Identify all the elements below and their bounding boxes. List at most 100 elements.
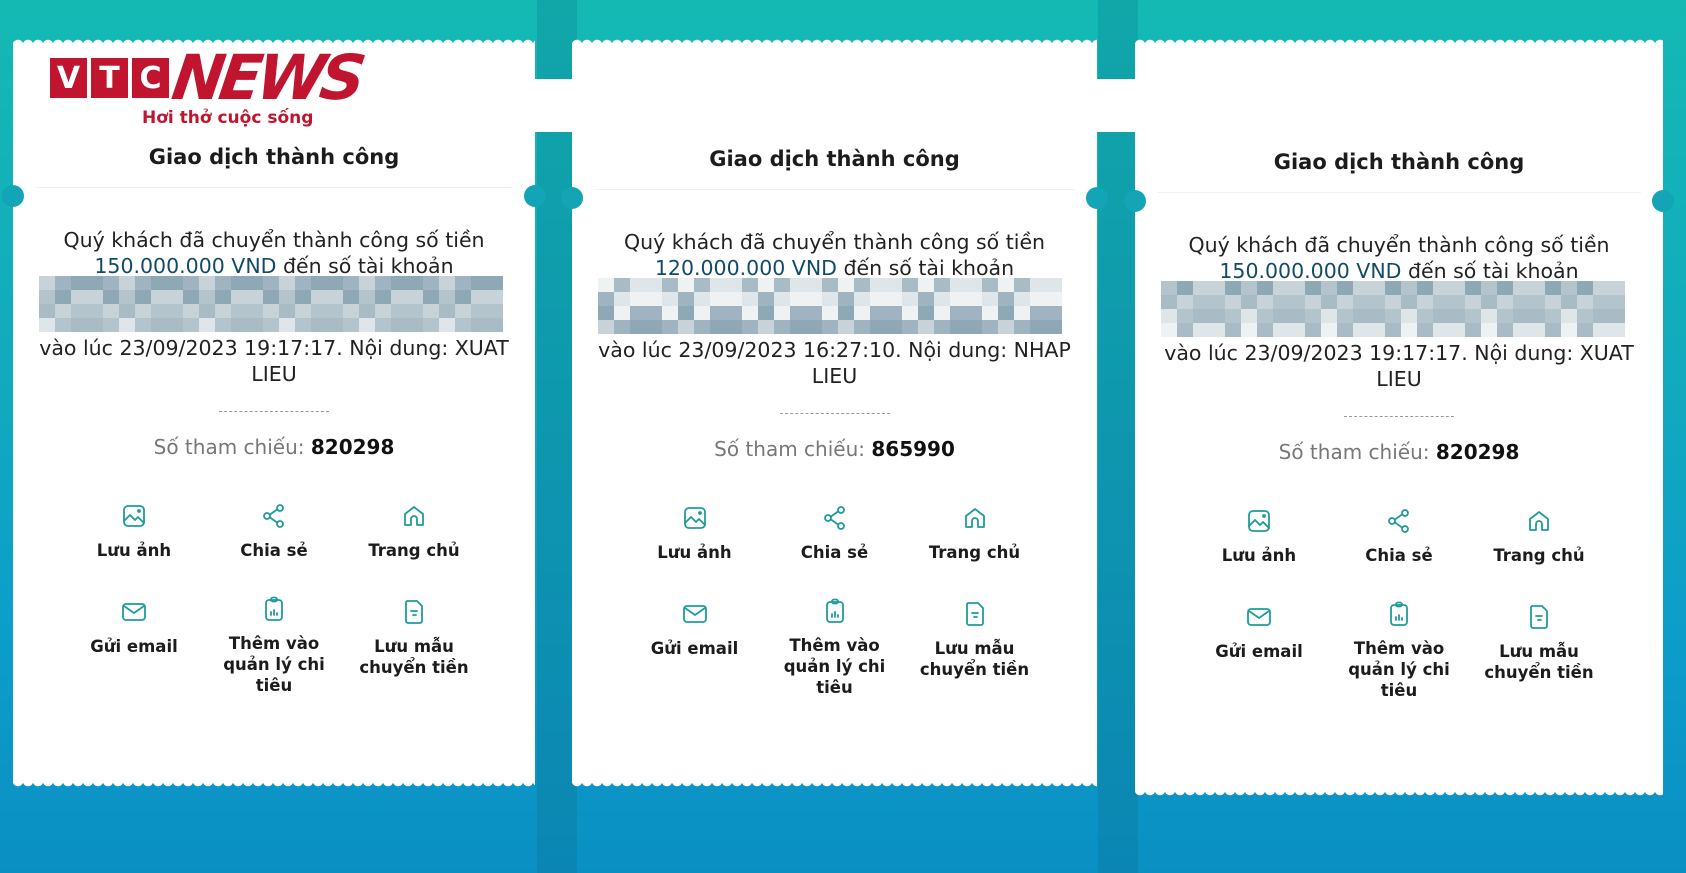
logo-letter: T <box>91 58 128 98</box>
image-icon <box>683 507 706 529</box>
reference-value: 820298 <box>1435 440 1520 464</box>
action-label: Chia sẻ <box>800 543 869 562</box>
action-home-button[interactable]: Trang chủ <box>1469 507 1609 566</box>
action-label: Thêm vào quản lý chi tiêu <box>1348 639 1450 700</box>
document-icon <box>965 602 984 626</box>
receipt-card: Giao dịch thành công Quý khách đã chuyển… <box>2 37 546 789</box>
mail-icon <box>682 605 707 623</box>
action-image-button[interactable]: Lưu ảnh <box>1189 507 1329 566</box>
action-image-button[interactable]: Lưu ảnh <box>64 502 204 561</box>
action-label: Lưu ảnh <box>96 541 172 560</box>
message-line: vào lúc 23/09/2023 16:27:10. Nội dung: N… <box>598 338 1071 362</box>
reference-value: 865990 <box>871 437 955 461</box>
share-icon <box>823 506 845 530</box>
action-image-button[interactable]: Lưu ảnh <box>625 504 765 563</box>
action-mail-button[interactable]: Gửi email <box>625 600 765 659</box>
background-strip <box>537 0 577 873</box>
action-label: Lưu mẫu chuyển tiền <box>359 637 469 677</box>
action-clipboard-chart-button[interactable]: Thêm vào quản lý chi tiêu <box>765 597 905 698</box>
logo-word: NEWS <box>167 41 366 114</box>
logo-tagline: Hơi thở cuộc sống <box>142 108 314 128</box>
action-label: Trang chủ <box>928 543 1021 562</box>
clipboard-chart-icon <box>825 598 844 623</box>
dotted-divider <box>779 413 890 414</box>
dotted-divider <box>1344 416 1454 417</box>
action-label: Lưu ảnh <box>657 543 732 562</box>
reference-number: Số tham chiếu: 820298 <box>1135 440 1663 464</box>
reference-value: 820298 <box>310 435 395 459</box>
page-title: Giao dịch thành công <box>1273 150 1525 174</box>
action-share-button[interactable]: Chia sẻ <box>765 504 905 563</box>
document-icon <box>405 600 423 624</box>
clipboard-chart-icon <box>265 596 283 621</box>
ticket-notch <box>2 185 24 207</box>
transfer-amount: 120.000.000 VND <box>654 256 837 280</box>
divider <box>594 189 1075 190</box>
action-document-button[interactable]: Lưu mẫu chuyển tiền <box>344 598 484 678</box>
home-icon <box>404 506 424 526</box>
redacted-account <box>598 278 1071 334</box>
message-line: LIEU <box>1376 367 1422 391</box>
action-label: Gửi email <box>1215 642 1303 661</box>
clipboard-chart-icon <box>1390 601 1408 626</box>
action-share-button[interactable]: Chia sẻ <box>1329 507 1469 566</box>
message-line: LIEU <box>811 364 858 388</box>
ticket-notch <box>561 187 583 209</box>
transfer-amount: 150.000.000 VND <box>94 254 277 278</box>
redacted-account <box>39 276 509 332</box>
action-label: Lưu mẫu chuyển tiền <box>919 639 1030 679</box>
action-label: Trang chủ <box>1493 546 1585 565</box>
background-strip <box>1098 0 1138 873</box>
action-document-button[interactable]: Lưu mẫu chuyển tiền <box>1469 603 1609 683</box>
action-label: Lưu ảnh <box>1221 546 1297 565</box>
image-icon <box>123 505 145 527</box>
action-share-button[interactable]: Chia sẻ <box>204 502 344 561</box>
home-icon <box>1529 511 1549 531</box>
reference-label: Số tham chiếu: <box>1278 440 1436 464</box>
redacted-account <box>1161 281 1637 337</box>
transfer-details: vào lúc 23/09/2023 19:17:17. Nội dung: X… <box>1155 340 1643 392</box>
divider <box>1157 192 1641 193</box>
action-document-button[interactable]: Lưu mẫu chuyển tiền <box>905 600 1045 680</box>
reference-number: Số tham chiếu: 865990 <box>572 437 1097 461</box>
transfer-message: Quý khách đã chuyển thành công số tiền 1… <box>592 229 1077 281</box>
divider <box>35 187 513 188</box>
mail-icon <box>122 603 146 621</box>
mail-icon <box>1247 608 1271 626</box>
transfer-amount: 150.000.000 VND <box>1219 259 1402 283</box>
action-clipboard-chart-button[interactable]: Thêm vào quản lý chi tiêu <box>204 595 344 696</box>
ticket-notch <box>524 185 546 207</box>
vtc-news-logo: V T C NEWS Hơi thở cuộc sống <box>50 41 365 128</box>
document-icon <box>1530 605 1548 629</box>
reference-number: Số tham chiếu: 820298 <box>13 435 535 459</box>
action-home-button[interactable]: Trang chủ <box>344 502 484 561</box>
message-line: vào lúc 23/09/2023 19:17:17. Nội dung: X… <box>1164 341 1634 365</box>
message-line: Quý khách đã chuyển thành công số tiền <box>623 230 1046 254</box>
reference-label: Số tham chiếu: <box>153 435 311 459</box>
ticket-notch <box>1652 190 1674 212</box>
dotted-divider <box>219 411 329 412</box>
transfer-details: vào lúc 23/09/2023 19:17:17. Nội dung: X… <box>33 335 515 387</box>
action-home-button[interactable]: Trang chủ <box>905 504 1045 563</box>
page-title: Giao dịch thành công <box>709 147 960 171</box>
ticket-notch <box>1124 190 1146 212</box>
action-label: Gửi email <box>90 637 178 656</box>
message-line: đến số tài khoản <box>836 256 1015 280</box>
action-label: Thêm vào quản lý chi tiêu <box>223 634 325 695</box>
page-title: Giao dịch thành công <box>148 145 400 169</box>
message-line: đến số tài khoản <box>276 254 454 278</box>
action-label: Gửi email <box>650 639 739 658</box>
receipt-card: Giao dịch thành công Quý khách đã chuyển… <box>561 37 1108 789</box>
action-mail-button[interactable]: Gửi email <box>1189 603 1329 662</box>
action-label: Lưu mẫu chuyển tiền <box>1484 642 1594 682</box>
logo-letter: C <box>132 58 169 98</box>
action-label: Thêm vào quản lý chi tiêu <box>783 636 886 697</box>
action-clipboard-chart-button[interactable]: Thêm vào quản lý chi tiêu <box>1329 600 1469 701</box>
message-line: vào lúc 23/09/2023 19:17:17. Nội dung: X… <box>39 336 509 360</box>
message-line: LIEU <box>251 362 297 386</box>
transfer-message: Quý khách đã chuyển thành công số tiền 1… <box>33 227 515 279</box>
image-icon <box>1248 510 1270 532</box>
action-mail-button[interactable]: Gửi email <box>64 598 204 657</box>
action-label: Chia sẻ <box>1365 546 1433 565</box>
action-label: Chia sẻ <box>240 541 308 560</box>
